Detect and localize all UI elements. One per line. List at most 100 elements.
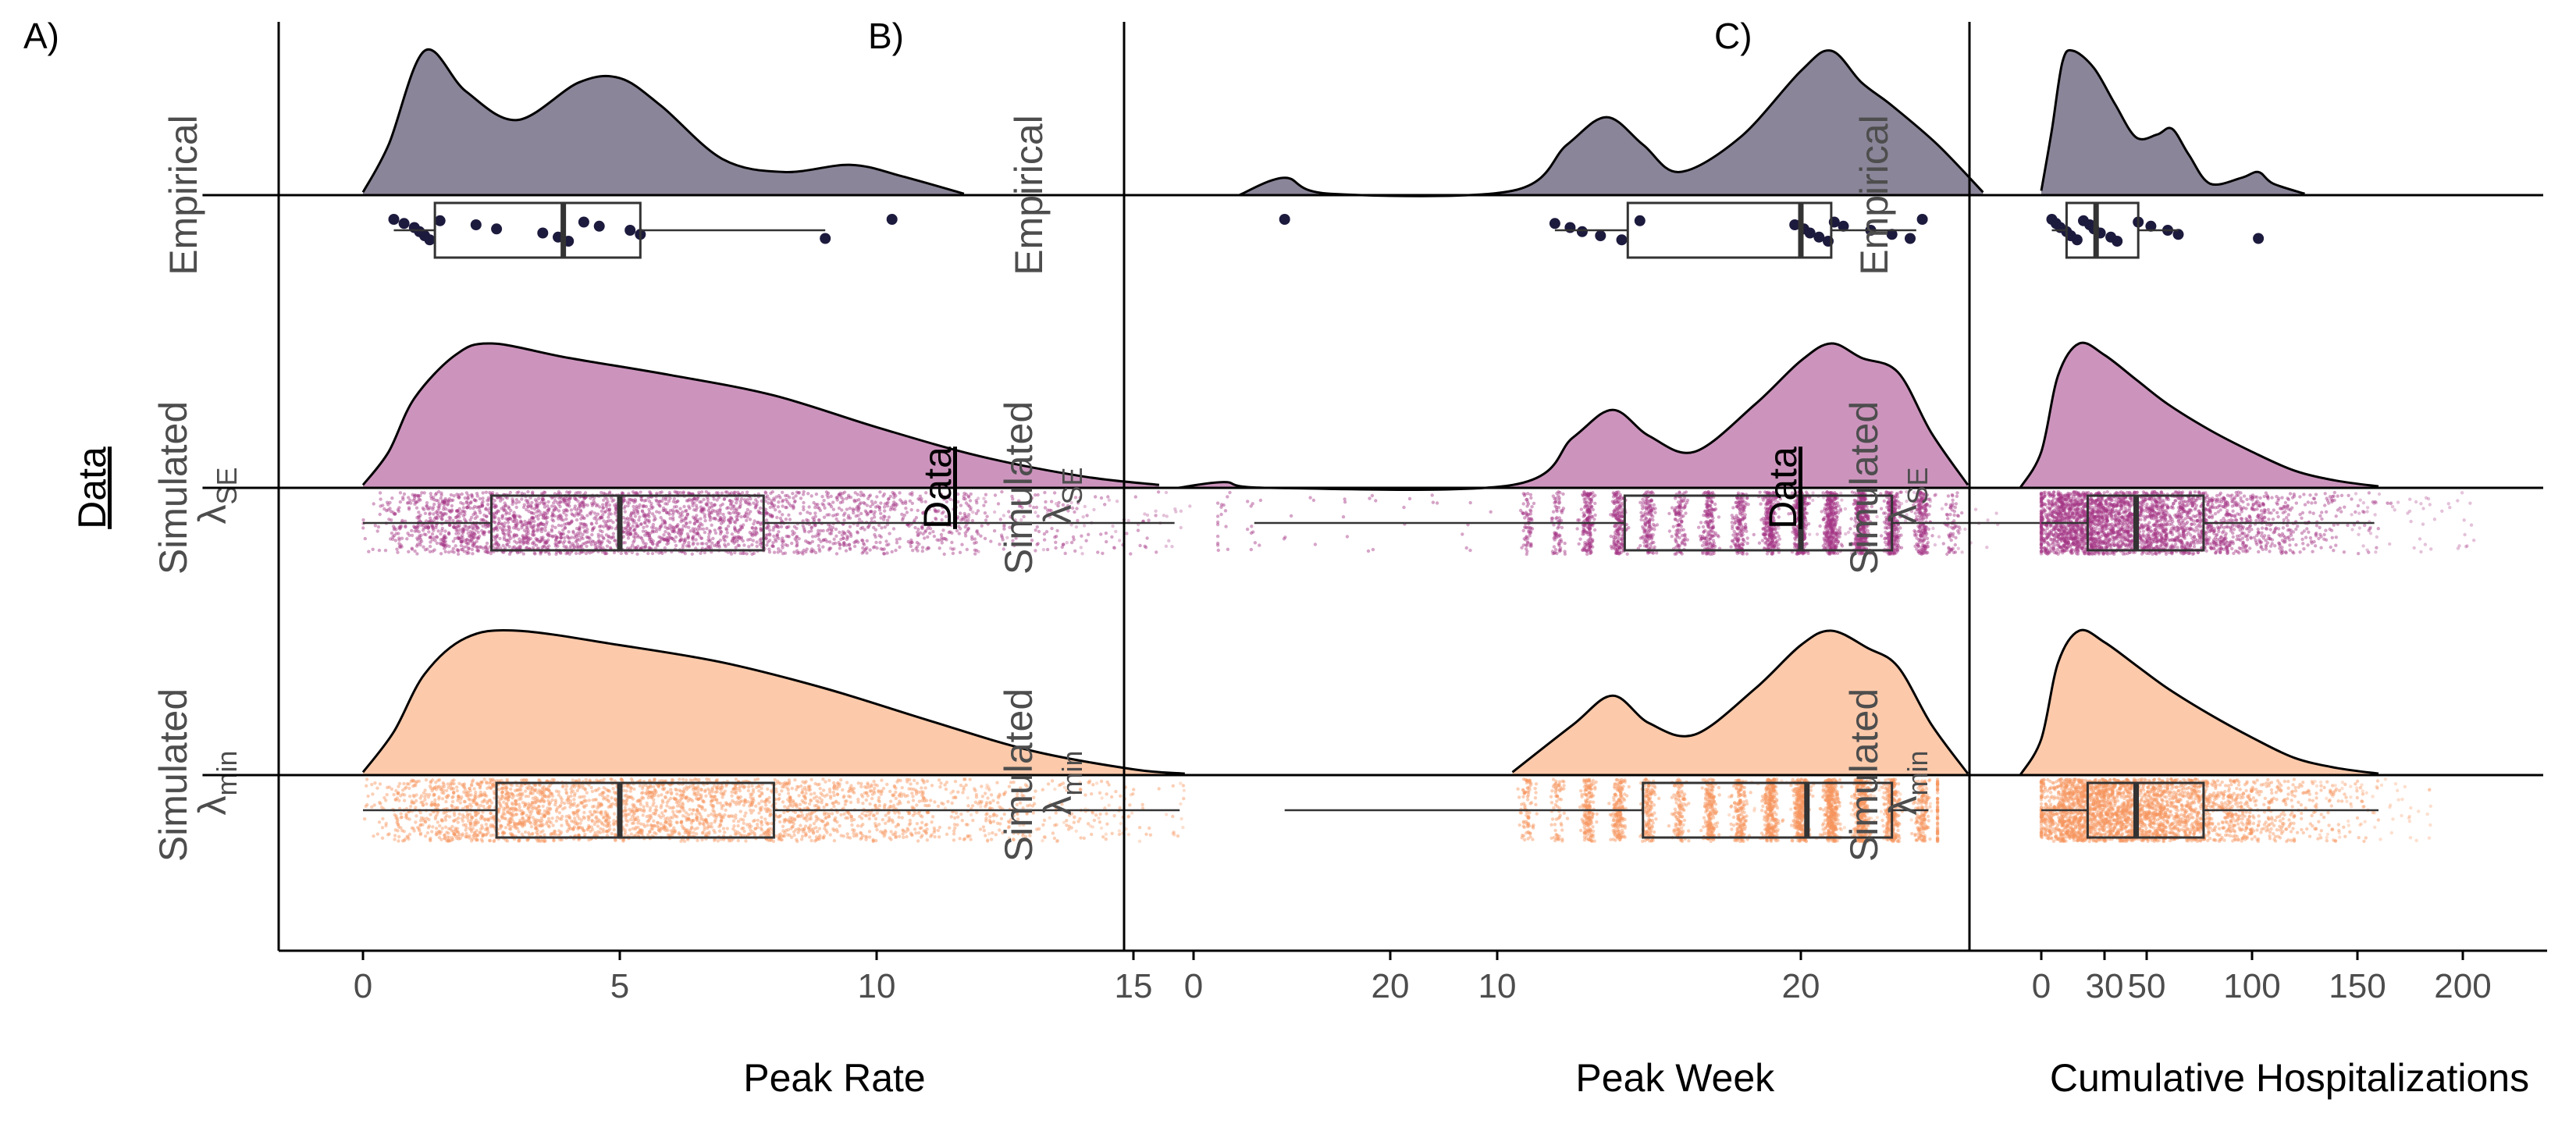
data-point	[526, 539, 531, 542]
data-point	[585, 528, 589, 532]
data-point	[463, 496, 467, 500]
data-point	[647, 546, 651, 550]
data-point	[959, 503, 963, 507]
data-point	[968, 777, 972, 781]
data-point	[675, 792, 679, 796]
data-point	[1147, 826, 1151, 831]
data-point	[943, 496, 947, 500]
data-point	[436, 514, 440, 518]
data-point	[542, 490, 546, 494]
data-point	[543, 525, 547, 529]
data-point	[493, 516, 496, 520]
data-point	[415, 536, 419, 540]
data-point	[883, 525, 888, 529]
data-point	[852, 544, 857, 549]
data-point	[636, 544, 640, 549]
data-point	[677, 532, 681, 535]
data-point	[691, 497, 695, 502]
data-point	[1167, 539, 1171, 542]
data-point	[416, 500, 420, 503]
data-point	[960, 542, 964, 546]
data-point	[514, 533, 518, 537]
data-point	[511, 502, 514, 507]
data-point	[484, 507, 488, 511]
data-point	[547, 552, 551, 557]
data-point	[1055, 528, 1059, 533]
data-point	[461, 502, 465, 506]
data-point	[567, 540, 571, 544]
data-point	[827, 546, 831, 550]
data-point	[692, 530, 696, 534]
data-point	[673, 530, 677, 534]
data-point	[507, 534, 511, 538]
data-point	[419, 539, 424, 543]
data-point	[674, 500, 678, 504]
data-point	[787, 513, 791, 517]
data-point	[424, 532, 428, 537]
data-point	[964, 493, 969, 496]
data-point	[544, 517, 548, 521]
data-point	[1082, 836, 1087, 841]
data-point	[531, 529, 535, 533]
data-point	[642, 512, 646, 516]
data-point	[693, 527, 697, 531]
data-point	[735, 509, 738, 513]
data-point	[696, 532, 699, 535]
data-point	[894, 824, 898, 829]
data-point	[895, 541, 899, 545]
data-point	[385, 500, 390, 504]
data-point	[939, 781, 943, 785]
data-point	[834, 552, 839, 556]
data-point	[723, 813, 727, 817]
data-point	[913, 827, 917, 831]
data-point	[838, 542, 841, 546]
data-point	[657, 510, 661, 514]
data-point	[914, 831, 918, 835]
data-point	[507, 525, 511, 529]
data-point	[777, 530, 781, 534]
data-point	[471, 513, 475, 517]
x-tick-label: 5	[610, 967, 629, 1005]
data-point	[900, 512, 904, 517]
data-point	[503, 508, 507, 512]
data-point	[730, 518, 734, 521]
data-point	[529, 510, 533, 514]
data-point	[415, 814, 418, 818]
data-point	[736, 490, 740, 494]
data-point	[538, 522, 543, 526]
data-point	[647, 500, 652, 503]
data-point	[480, 501, 484, 506]
data-point	[771, 505, 775, 509]
data-point	[589, 542, 593, 546]
data-point	[422, 507, 426, 511]
data-point	[982, 828, 987, 833]
data-point	[699, 536, 703, 540]
data-point	[742, 498, 747, 502]
data-point	[362, 817, 367, 821]
data-point	[905, 834, 909, 839]
data-point	[817, 547, 821, 551]
data-point	[481, 496, 485, 500]
data-point	[840, 508, 844, 512]
data-point	[415, 516, 419, 520]
data-point	[879, 535, 884, 539]
data-point	[413, 493, 417, 497]
data-point	[720, 795, 724, 799]
data-point	[514, 514, 518, 518]
data-point	[947, 518, 952, 522]
data-point	[486, 550, 490, 554]
data-point	[454, 544, 457, 548]
data-point	[546, 507, 551, 511]
data-point	[550, 529, 554, 533]
data-point	[654, 529, 659, 533]
data-point	[703, 508, 706, 512]
data-point	[863, 784, 867, 789]
data-point	[628, 817, 633, 822]
data-point	[405, 537, 409, 541]
data-point	[768, 813, 772, 818]
data-point	[1002, 547, 1006, 551]
data-point	[598, 517, 602, 521]
data-point	[563, 525, 567, 530]
data-point	[478, 496, 482, 501]
data-point	[560, 823, 564, 827]
